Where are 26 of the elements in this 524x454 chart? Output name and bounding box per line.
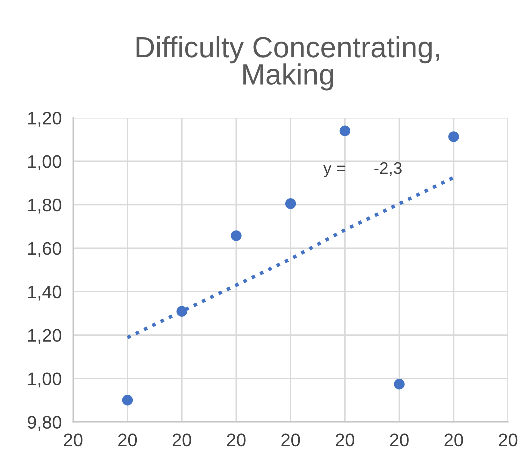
- annotation: y = -2,3: [323, 162, 402, 178]
- text: 9,80: [28, 416, 62, 432]
- text: 1,80: [28, 198, 62, 214]
- x-tick-label: 20: [336, 434, 355, 447]
- x-tick-label: 20: [172, 434, 192, 447]
- text: 1,00: [28, 372, 62, 388]
- text: 1,00: [28, 155, 62, 170]
- point: [340, 126, 351, 136]
- x-tick-label: 20: [499, 434, 518, 447]
- text: 1,40: [28, 286, 62, 301]
- text: 1,20: [28, 329, 62, 344]
- text: 1,20: [28, 112, 62, 127]
- point: [285, 198, 296, 210]
- point: [122, 395, 134, 406]
- x-tick-label: 20: [444, 434, 464, 447]
- x-tick-label: 20: [282, 434, 300, 447]
- text: 1,60: [28, 242, 62, 258]
- point: [231, 230, 242, 242]
- chart-title: Difficulty Concentrating, Making: [136, 36, 440, 91]
- point: [176, 306, 188, 317]
- x-tick-label: 20: [64, 434, 83, 447]
- point: [394, 379, 405, 390]
- x-tick-label: 20: [118, 434, 138, 447]
- x-tick-label: 20: [390, 434, 409, 447]
- x-tick-label: 20: [227, 434, 246, 447]
- point: [448, 132, 460, 142]
